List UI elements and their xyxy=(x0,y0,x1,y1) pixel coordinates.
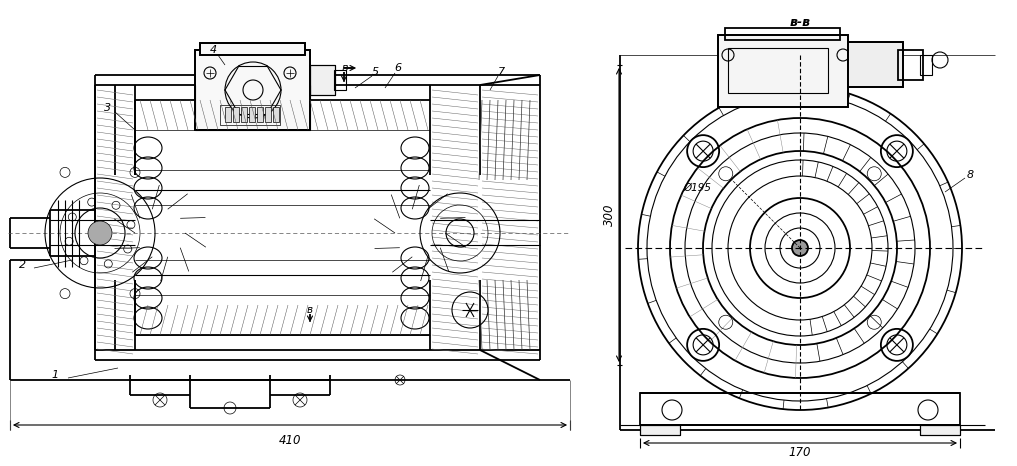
Bar xyxy=(257,107,263,122)
Text: в: в xyxy=(342,63,348,73)
Text: 5: 5 xyxy=(371,67,378,77)
Bar xyxy=(220,105,280,125)
Text: 300: 300 xyxy=(602,204,615,226)
Bar xyxy=(920,55,932,75)
Bar xyxy=(200,43,305,55)
Bar xyxy=(848,42,903,87)
Bar xyxy=(718,35,848,107)
Circle shape xyxy=(792,240,807,256)
Text: 3: 3 xyxy=(105,103,112,113)
Text: в-в: в-в xyxy=(789,15,811,28)
Bar xyxy=(334,70,346,90)
Bar xyxy=(195,50,310,130)
Text: 170: 170 xyxy=(789,446,812,459)
Bar xyxy=(920,425,960,435)
Bar xyxy=(200,43,305,55)
Bar xyxy=(310,65,335,95)
Bar xyxy=(728,48,828,93)
Bar xyxy=(225,107,231,122)
Bar xyxy=(195,50,310,130)
Bar xyxy=(310,65,335,95)
Circle shape xyxy=(88,221,112,245)
Bar xyxy=(233,107,239,122)
Bar xyxy=(640,425,680,435)
Bar xyxy=(718,35,848,107)
Text: 7: 7 xyxy=(498,67,505,77)
Bar xyxy=(241,107,247,122)
Text: 2: 2 xyxy=(19,260,26,270)
Text: 6: 6 xyxy=(395,63,402,73)
Text: в: в xyxy=(307,305,313,315)
Bar xyxy=(898,50,923,80)
Bar xyxy=(640,393,960,425)
Text: 8: 8 xyxy=(966,170,973,180)
Text: 1: 1 xyxy=(52,370,59,380)
Text: 4: 4 xyxy=(210,45,217,55)
Bar xyxy=(640,425,680,435)
Bar xyxy=(273,107,279,122)
Text: 410: 410 xyxy=(279,433,301,446)
Bar xyxy=(848,42,903,87)
Bar xyxy=(725,28,840,40)
Text: Ø195: Ø195 xyxy=(683,182,712,192)
Bar xyxy=(265,107,271,122)
Bar xyxy=(920,425,960,435)
Bar xyxy=(249,107,255,122)
